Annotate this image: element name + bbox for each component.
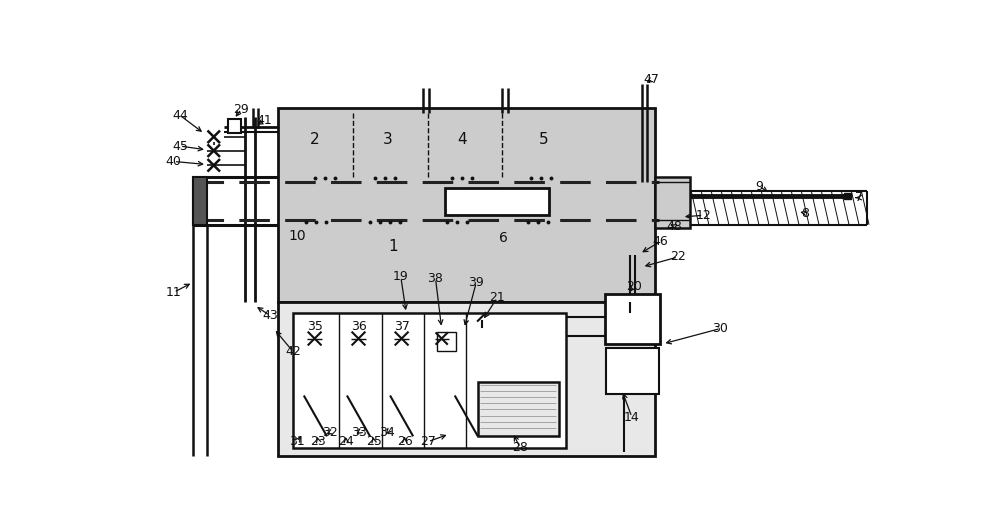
- Text: 1: 1: [388, 238, 398, 254]
- Bar: [655, 177, 690, 228]
- Text: 28: 28: [512, 441, 528, 454]
- Text: 32: 32: [322, 426, 338, 439]
- Text: 11: 11: [166, 286, 182, 299]
- Text: 27: 27: [420, 435, 436, 448]
- Text: 21: 21: [489, 291, 505, 304]
- Text: 9: 9: [755, 180, 763, 193]
- Text: 26: 26: [397, 435, 413, 448]
- Text: 4: 4: [458, 133, 467, 147]
- Text: 2: 2: [310, 133, 319, 147]
- Bar: [844, 193, 851, 199]
- Text: 46: 46: [652, 235, 668, 248]
- Text: 35: 35: [307, 321, 323, 333]
- Bar: [278, 107, 655, 302]
- Text: 36: 36: [351, 321, 366, 333]
- Text: 7: 7: [855, 191, 863, 204]
- Text: 24: 24: [338, 435, 354, 448]
- Text: 33: 33: [351, 426, 366, 439]
- Bar: [606, 348, 659, 394]
- Bar: [605, 294, 660, 344]
- Text: 48: 48: [666, 220, 682, 233]
- Text: 19: 19: [393, 270, 409, 283]
- Text: 8: 8: [801, 206, 809, 220]
- Text: 23: 23: [311, 435, 326, 448]
- Text: 41: 41: [257, 114, 272, 127]
- Text: 40: 40: [166, 155, 182, 168]
- Text: 43: 43: [262, 309, 278, 322]
- Text: 5: 5: [538, 133, 548, 147]
- Bar: [278, 302, 655, 455]
- Bar: [193, 177, 207, 225]
- Bar: [293, 313, 566, 448]
- Text: 44: 44: [172, 109, 188, 122]
- Bar: [228, 119, 241, 133]
- Text: 10: 10: [288, 229, 306, 243]
- Text: 14: 14: [624, 411, 640, 423]
- Text: 29: 29: [234, 103, 249, 116]
- Text: 6: 6: [499, 232, 508, 245]
- Text: 20: 20: [626, 280, 642, 293]
- Text: 42: 42: [285, 345, 301, 358]
- Text: 3: 3: [383, 133, 393, 147]
- Bar: [478, 383, 559, 436]
- Text: 34: 34: [379, 426, 395, 439]
- Text: 30: 30: [712, 322, 728, 335]
- Text: 37: 37: [394, 321, 410, 333]
- Bar: [445, 189, 549, 215]
- Text: 25: 25: [366, 435, 382, 448]
- Text: 47: 47: [643, 73, 659, 86]
- Text: 31: 31: [289, 435, 305, 448]
- Text: 45: 45: [172, 139, 188, 152]
- Text: 39: 39: [468, 276, 484, 289]
- Text: 22: 22: [670, 250, 686, 264]
- Bar: [437, 332, 456, 351]
- Text: 38: 38: [428, 272, 443, 285]
- Text: 12: 12: [696, 209, 711, 222]
